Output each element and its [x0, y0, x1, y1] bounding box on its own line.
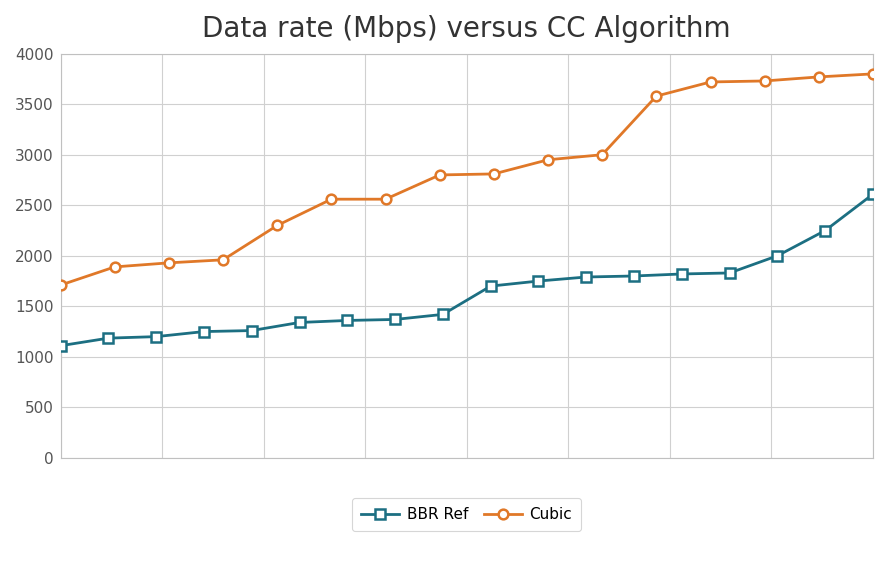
- BBR Ref: [199, 328, 210, 335]
- BBR Ref: [390, 316, 400, 323]
- Cubic: [868, 70, 878, 77]
- BBR Ref: [342, 317, 353, 324]
- BBR Ref: [151, 333, 162, 340]
- BBR Ref: [246, 327, 257, 334]
- Legend: BBR Ref, Cubic: BBR Ref, Cubic: [352, 498, 582, 531]
- BBR Ref: [772, 252, 782, 259]
- Cubic: [326, 195, 337, 202]
- Line: BBR Ref: BBR Ref: [56, 190, 878, 350]
- Cubic: [543, 156, 553, 163]
- Cubic: [434, 171, 445, 178]
- Cubic: [651, 92, 662, 99]
- Cubic: [597, 151, 607, 158]
- BBR Ref: [677, 270, 687, 277]
- BBR Ref: [438, 311, 448, 318]
- Cubic: [272, 222, 282, 229]
- BBR Ref: [868, 191, 878, 198]
- BBR Ref: [486, 283, 496, 290]
- Cubic: [759, 77, 770, 84]
- BBR Ref: [629, 273, 639, 280]
- BBR Ref: [294, 319, 305, 326]
- Cubic: [55, 281, 66, 288]
- Cubic: [705, 78, 716, 85]
- Title: Data rate (Mbps) versus CC Algorithm: Data rate (Mbps) versus CC Algorithm: [202, 15, 731, 43]
- BBR Ref: [581, 274, 591, 281]
- Cubic: [218, 256, 228, 263]
- BBR Ref: [820, 227, 830, 234]
- Cubic: [488, 170, 499, 177]
- BBR Ref: [103, 335, 114, 342]
- BBR Ref: [533, 277, 543, 284]
- Cubic: [813, 73, 824, 80]
- Cubic: [380, 195, 391, 202]
- Line: Cubic: Cubic: [56, 69, 878, 290]
- Cubic: [109, 263, 120, 270]
- Cubic: [163, 259, 174, 266]
- BBR Ref: [55, 342, 66, 349]
- BBR Ref: [725, 270, 735, 277]
